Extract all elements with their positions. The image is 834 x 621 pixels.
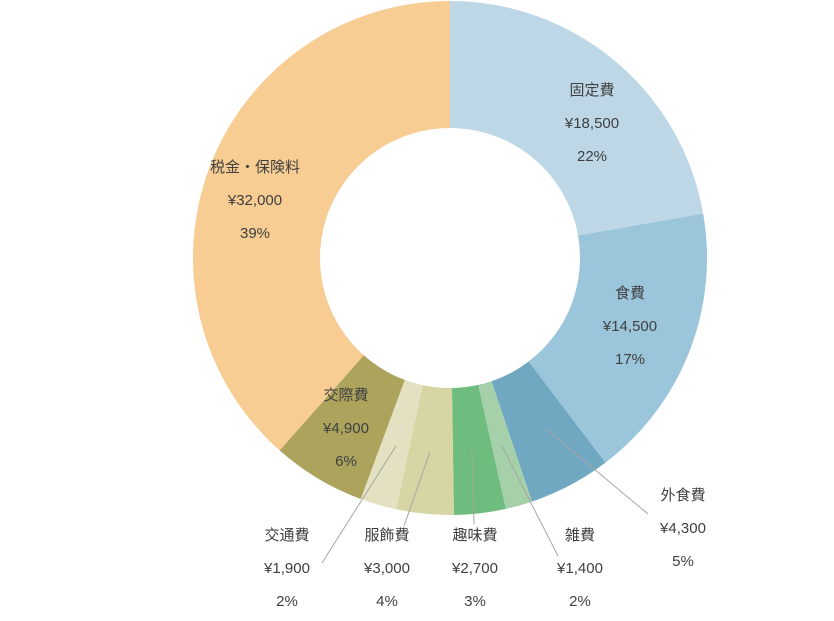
leader-line-3 <box>501 445 559 557</box>
slice-name: 食費 <box>615 285 645 302</box>
slice-label-7: 交際費 ¥4,900 6% <box>322 386 369 470</box>
donut-slice-7[interactable] <box>279 355 405 499</box>
slice-label-6: 交通費 ¥1,900 2% <box>263 526 310 610</box>
slice-value: ¥1,900 <box>263 560 310 577</box>
donut-slice-4[interactable] <box>451 384 506 515</box>
slice-value: ¥2,700 <box>451 560 498 577</box>
slice-value: ¥4,300 <box>659 520 706 537</box>
slice-percent: 17% <box>615 351 645 368</box>
slice-name: 固定費 <box>569 82 614 99</box>
slice-value: ¥14,500 <box>602 318 657 335</box>
data-labels: 固定費 ¥18,500 22% 食費 ¥14,500 17% 外食費 ¥4,300 5% 雑費 ¥1… <box>210 82 706 610</box>
leader-line-5 <box>403 451 431 527</box>
slice-name: 税金・保険料 <box>210 159 300 176</box>
slice-percent: 39% <box>240 225 270 242</box>
slice-name: 交通費 <box>264 526 309 544</box>
slice-percent: 3% <box>464 593 486 610</box>
slice-name: 雑費 <box>565 527 595 544</box>
slice-percent: 22% <box>577 148 607 165</box>
slice-label-3: 雑費 ¥1,400 2% <box>556 527 603 610</box>
slice-name: 服飾費 <box>364 527 409 544</box>
slice-label-0: 固定費 ¥18,500 22% <box>564 82 619 165</box>
slice-value: ¥3,000 <box>363 560 410 577</box>
slice-name: 趣味費 <box>452 527 497 544</box>
slice-label-1: 食費 ¥14,500 17% <box>602 285 657 368</box>
donut-slices <box>192 1 707 515</box>
slice-percent: 2% <box>276 593 298 610</box>
slice-percent: 2% <box>569 593 591 610</box>
slice-value: ¥4,900 <box>322 420 369 437</box>
donut-slice-3[interactable] <box>478 381 532 509</box>
donut-slice-1[interactable] <box>528 213 707 463</box>
donut-slice-5[interactable] <box>396 385 454 515</box>
slice-name: 外食費 <box>660 487 705 504</box>
slice-label-8: 税金・保険料 ¥32,000 39% <box>210 159 300 242</box>
leader-line-4 <box>471 449 475 525</box>
slice-name: 交際費 <box>323 386 368 404</box>
slice-percent: 5% <box>672 553 694 570</box>
slice-label-2: 外食費 ¥4,300 5% <box>659 487 706 570</box>
slice-percent: 6% <box>335 453 357 470</box>
donut-slice-8[interactable] <box>192 1 451 451</box>
slice-value: ¥32,000 <box>227 192 282 209</box>
slice-value: ¥1,400 <box>556 560 603 577</box>
slice-value: ¥18,500 <box>564 115 619 132</box>
donut-slice-2[interactable] <box>491 361 606 502</box>
slice-label-5: 服飾費 ¥3,000 4% <box>363 527 410 610</box>
leader-lines <box>321 427 649 564</box>
leader-line-2 <box>544 427 649 515</box>
donut-slice-0[interactable] <box>450 1 704 236</box>
leader-line-6 <box>321 445 397 564</box>
slice-label-4: 趣味費 ¥2,700 3% <box>451 527 498 610</box>
slice-percent: 4% <box>376 593 398 610</box>
